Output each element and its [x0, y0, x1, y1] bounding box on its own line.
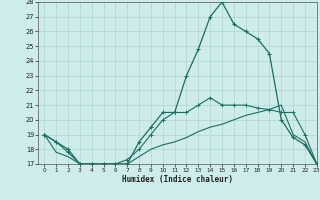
- X-axis label: Humidex (Indice chaleur): Humidex (Indice chaleur): [122, 175, 233, 184]
